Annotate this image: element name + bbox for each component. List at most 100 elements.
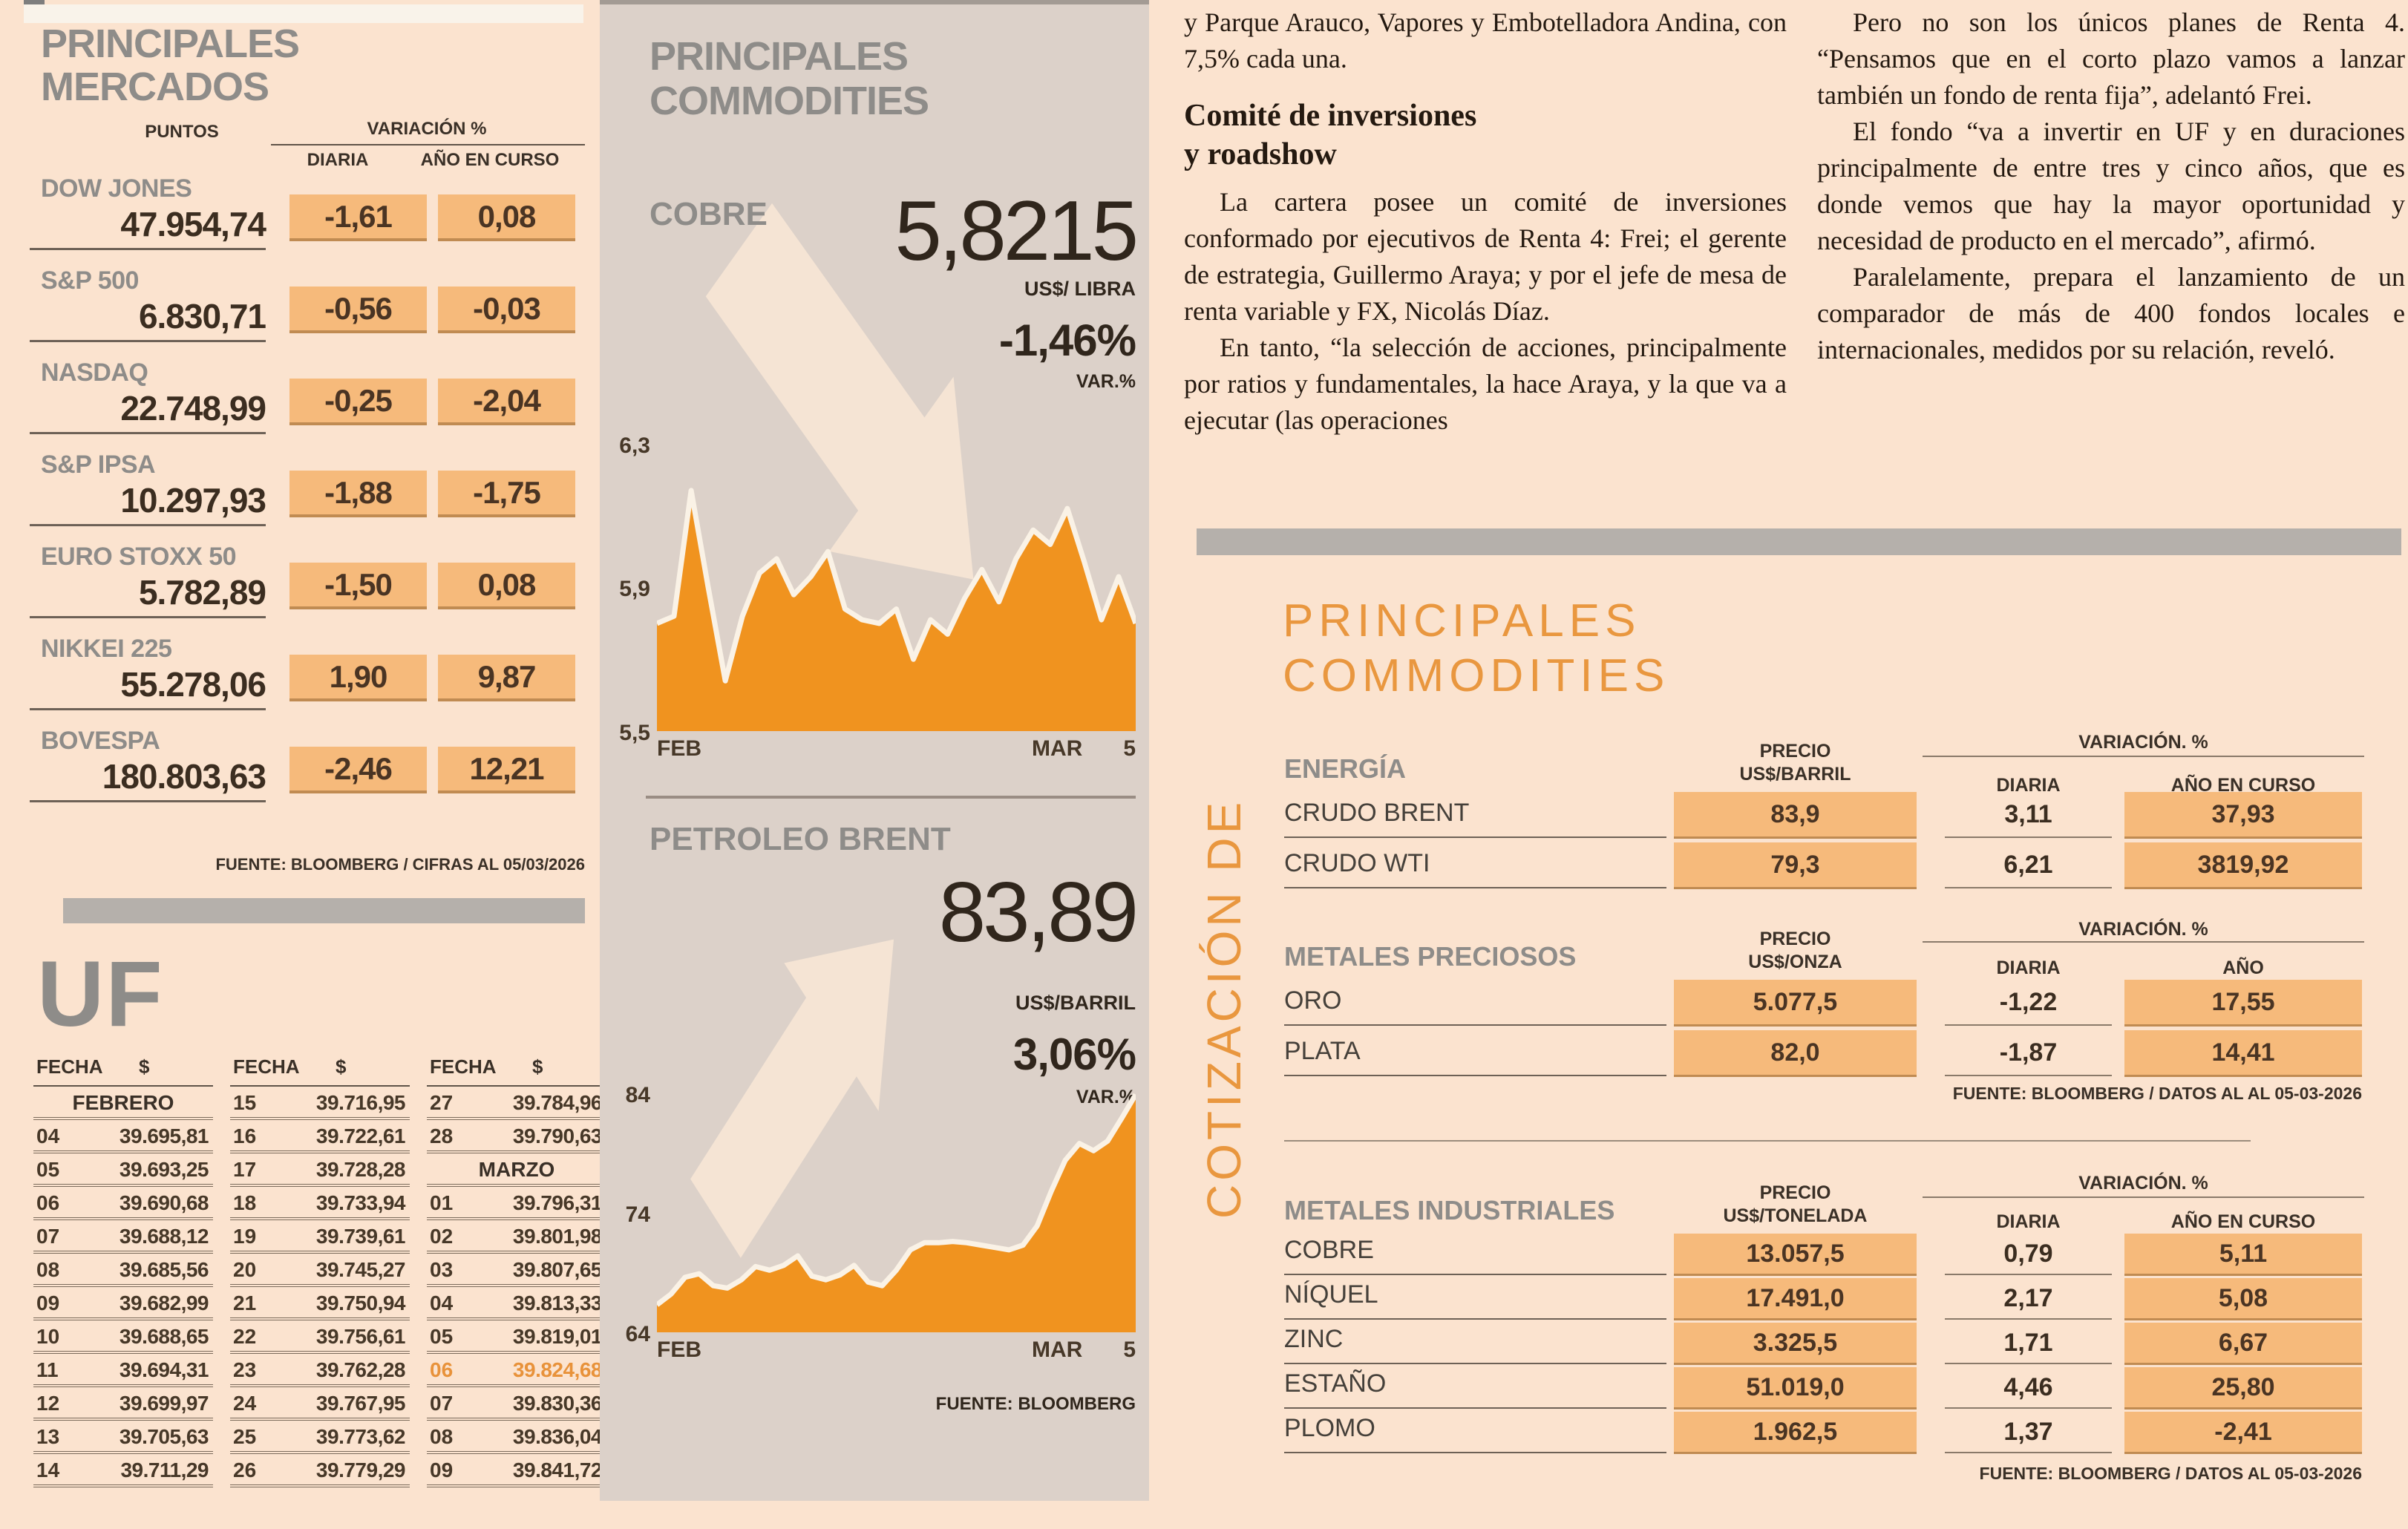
daily-variation-value: 1,37 (1945, 1412, 2112, 1453)
commodity-name: ZINC (1284, 1323, 1666, 1364)
col-header-precio: PRECIO US$/BARRIL (1739, 741, 1851, 785)
copper-label: COBRE (650, 196, 768, 232)
article-subheading: Comité de inversiones y roadshow (1184, 99, 1477, 171)
uf-value: 39.716,95 (315, 1091, 406, 1114)
uf-value: 39.824,68 (512, 1358, 603, 1381)
page-edge-mark (24, 0, 45, 7)
x-label-feb: FEB (657, 736, 701, 761)
commodity-name-text: PLATA (1284, 1037, 1361, 1065)
ytd-variation-cell: -2,41 (2124, 1412, 2362, 1454)
market-row: EURO STOXX 50 5.782,89 -1,50 0,08 (30, 543, 585, 632)
article-paragraph: y Parque Arauco, Vapores y Embotelladora… (1184, 7, 1787, 73)
ytd-variation-cell: 9,87 (438, 655, 575, 701)
commodity-name: PLOMO (1284, 1412, 1666, 1453)
index-points: 47.954,74 (30, 204, 266, 250)
uf-day: 03 (430, 1258, 454, 1281)
commodity-row: CRUDO BRENT 83,9 3,11 37,93 (1284, 792, 2362, 839)
uf-day: 12 (36, 1392, 60, 1415)
uf-value-row: 04 39.813,33 (427, 1287, 606, 1320)
uf-day: 16 (233, 1124, 257, 1147)
section-label: METALES PRECIOSOS (1284, 941, 1577, 972)
uf-value-row: 20 39.745,27 (230, 1254, 410, 1287)
price-cell: 13.057,5 (1674, 1234, 1917, 1276)
index-points: 6.830,71 (30, 296, 266, 342)
uf-day: 25 (233, 1425, 257, 1448)
markets-source: FUENTE: BLOOMBERG / CIFRAS AL 05/03/2026 (215, 855, 585, 874)
daily-variation-value: 4,46 (1945, 1367, 2112, 1409)
uf-day: 28 (430, 1124, 454, 1147)
brent-x-axis: FEB MAR 5 (657, 1338, 1136, 1363)
quotes-source: FUENTE: BLOOMBERG / DATOS AL 05-03-2026 (1979, 1464, 2362, 1483)
ytd-variation-cell: 0,08 (438, 194, 575, 241)
uf-day: 13 (36, 1425, 60, 1448)
daily-variation-value: -1,22 (1945, 980, 2112, 1026)
uf-value: 39.762,28 (315, 1358, 406, 1381)
uf-value: 39.690,68 (119, 1191, 209, 1214)
commodity-name: CRUDO WTI (1284, 842, 1666, 888)
daily-variation-cell: 1,90 (289, 655, 427, 701)
copper-ytick-mid: 5,9 (619, 577, 650, 601)
col-header-variacion: VARIACIÓN. % (2078, 1173, 2208, 1194)
index-name: S&P 500 (41, 266, 139, 295)
uf-value: 39.699,97 (119, 1392, 209, 1415)
brent-ytick-mid: 74 (625, 1202, 650, 1227)
uf-title: UF (37, 943, 164, 1046)
col-header-precio: PRECIO US$/ONZA (1748, 929, 1842, 972)
index-points: 55.278,06 (30, 664, 266, 710)
uf-col-fecha: FECHA (430, 1055, 497, 1078)
daily-variation-value: 2,17 (1945, 1278, 2112, 1320)
uf-day: 09 (36, 1291, 60, 1314)
uf-value: 39.745,27 (315, 1258, 406, 1281)
market-row: S&P IPSA 10.297,93 -1,88 -1,75 (30, 451, 585, 540)
uf-day: 19 (233, 1225, 257, 1248)
x-label-mar: MAR (1031, 1338, 1083, 1362)
commodity-row: ZINC 3.325,5 1,71 6,67 (1284, 1323, 2362, 1365)
quotes-section-header: METALES PRECIOSOS PRECIO US$/ONZA VARIACIÓ… (1284, 907, 2364, 980)
price-cell: 79,3 (1674, 842, 1917, 889)
header-rule (1923, 1196, 2364, 1198)
uf-day: 24 (233, 1392, 257, 1415)
col-header-variacion: VARIACIÓN. % (2078, 919, 2208, 940)
col-header-diaria: DIARIA (1996, 775, 2061, 796)
uf-day: 01 (430, 1191, 454, 1214)
commodity-name-text: ZINC (1284, 1325, 1344, 1353)
uf-value: 39.773,62 (315, 1425, 406, 1448)
index-points: 180.803,63 (30, 756, 266, 802)
uf-value: 39.685,56 (119, 1258, 209, 1281)
col-header-diaria: DIARIA (307, 150, 369, 170)
col-header-variacion: VARIACIÓN. % (2078, 732, 2208, 753)
uf-value: 39.733,94 (315, 1191, 406, 1214)
article-paragraph: La cartera posee un comité de inversione… (1184, 187, 1787, 326)
uf-value-row: 06 39.824,68 (427, 1354, 606, 1387)
brent-ytick-high: 84 (625, 1083, 650, 1107)
uf-value: 39.836,04 (512, 1425, 603, 1448)
uf-value-row: 22 39.756,61 (230, 1320, 410, 1354)
price-cell: 17.491,0 (1674, 1278, 1917, 1320)
quotes-section: ENERGÍA PRECIO US$/BARRIL VARIACIÓN. % DIAR… (1284, 718, 2364, 893)
ytd-variation-cell: 17,55 (2124, 980, 2362, 1027)
page-top-strip (24, 4, 583, 23)
commodity-name-text: COBRE (1284, 1236, 1374, 1264)
uf-value: 39.695,81 (119, 1124, 209, 1147)
col-header-precio: PRECIO US$/TONELADA (1723, 1182, 1868, 1226)
market-row: BOVESPA 180.803,63 -2,46 12,21 (30, 727, 585, 816)
uf-value-row: 18 39.733,94 (230, 1187, 410, 1220)
uf-day: 14 (36, 1458, 60, 1481)
uf-day: 06 (36, 1191, 60, 1214)
uf-column-header: FECHA $ (230, 1052, 410, 1087)
commodity-row: NÍQUEL 17.491,0 2,17 5,08 (1284, 1278, 2362, 1320)
uf-day: 21 (233, 1291, 257, 1314)
uf-value-row: 04 39.695,81 (33, 1120, 213, 1153)
article-paragraph: El fondo “va a invertir en UF y en durac… (1817, 117, 2405, 255)
uf-value-row: 25 39.773,62 (230, 1421, 410, 1454)
commodity-name: PLATA (1284, 1030, 1666, 1076)
quotes-section: METALES PRECIOSOS PRECIO US$/ONZA VARIACIÓ… (1284, 907, 2364, 1081)
commodity-row: ORO 5.077,5 -1,22 17,55 (1284, 980, 2362, 1027)
commodity-row: PLOMO 1.962,5 1,37 -2,41 (1284, 1412, 2362, 1454)
index-name: DOW JONES (41, 174, 192, 203)
brent-ytick-low: 64 (625, 1322, 650, 1346)
uf-value: 39.722,61 (315, 1124, 406, 1147)
quotes-divider-rule (1284, 1140, 2251, 1142)
ytd-variation-cell: 5,11 (2124, 1234, 2362, 1276)
uf-day: 18 (233, 1191, 257, 1214)
